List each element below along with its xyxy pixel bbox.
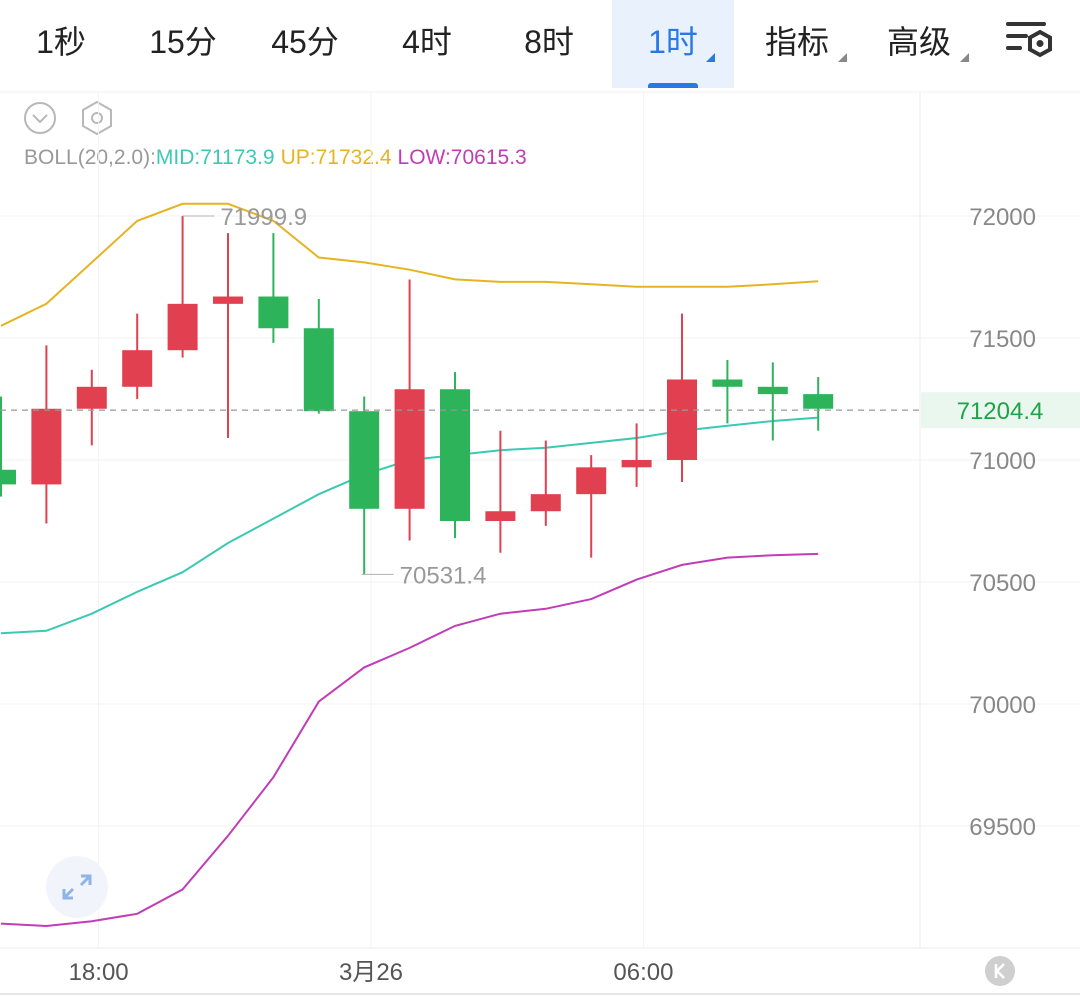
boll-legend-name: BOLL(20,2.0): [24, 146, 156, 169]
tab-1s[interactable]: 1秒 [0, 0, 122, 88]
candle-body [0, 469, 16, 485]
candle-body [258, 296, 289, 329]
chevron-down-circle-icon[interactable] [22, 100, 58, 136]
dropdown-triangle-icon [960, 53, 969, 62]
candle-body [667, 379, 697, 460]
active-tab-indicator [648, 83, 698, 88]
candle-body [213, 296, 243, 304]
candle-body [122, 350, 153, 387]
expand-arrows-icon[interactable] [44, 854, 110, 920]
x-axis-tick-label: 18:00 [69, 959, 129, 986]
y-axis-tick-label: 69500 [969, 814, 1036, 841]
candle-body [167, 303, 198, 351]
candle-body [803, 394, 834, 409]
boll-lower-line [0, 552, 819, 928]
dropdown-triangle-icon [706, 53, 715, 62]
tab-label: 4时 [402, 24, 452, 60]
k-logo-icon [985, 956, 1015, 986]
tab-advanced[interactable]: 高级 [858, 0, 980, 88]
candle-body [303, 328, 334, 412]
boll-legend-low: LOW:70615.3 [397, 146, 527, 169]
hexagon-gear-icon[interactable] [78, 99, 116, 137]
current-price-label: 71204.4 [957, 398, 1044, 425]
y-axis-tick-label: 70000 [969, 692, 1036, 719]
y-axis-tick-label: 71000 [969, 448, 1036, 475]
tab-label: 高级 [886, 24, 951, 60]
boll-legend-mid: MID:71173.9 [155, 146, 275, 169]
candle-body [757, 386, 788, 395]
x-axis-tick-label: 06:00 [613, 959, 673, 986]
candle-body [530, 494, 561, 512]
candle-body [394, 389, 425, 509]
tab-label: 1时 [648, 24, 698, 60]
tab-label: 指标 [764, 24, 829, 60]
candle-body [576, 467, 607, 495]
timeframe-tabbar: 1秒 15分 45分 4时 8时 1时 指标 高级 [0, 0, 1080, 88]
tab-label: 45分 [271, 24, 339, 60]
candle-body [485, 511, 516, 521]
candle-body [712, 379, 743, 387]
extreme-marker-label: 71999.9 [220, 204, 307, 231]
tab-label: 15分 [149, 24, 217, 60]
candle-body [440, 389, 470, 521]
tab-1h[interactable]: 1时 [612, 0, 734, 88]
candle-body [621, 460, 652, 468]
candle-body [31, 408, 62, 485]
tab-4h[interactable]: 4时 [366, 0, 488, 88]
y-axis-tick-label: 71500 [969, 326, 1036, 353]
y-axis-tick-label: 70500 [969, 570, 1036, 597]
tab-label: 8时 [524, 24, 574, 60]
candle-body [349, 411, 380, 509]
candle-body [76, 386, 107, 409]
tab-indicators[interactable]: 指标 [736, 0, 858, 88]
dropdown-triangle-icon [838, 53, 847, 62]
chart-settings-icon[interactable] [1004, 18, 1054, 62]
tab-8h[interactable]: 8时 [488, 0, 610, 88]
current-price-tag [921, 392, 1080, 429]
y-axis-tick-label: 72000 [969, 204, 1036, 231]
boll-upper-line [0, 202, 819, 327]
extreme-marker-label: 70531.4 [400, 562, 487, 589]
tab-label: 1秒 [36, 24, 86, 60]
x-axis-tick-label: 3月26 [339, 959, 403, 986]
boll-legend-up: UP:71732.4 [280, 146, 392, 169]
tab-45m[interactable]: 45分 [244, 0, 366, 88]
tab-15m[interactable]: 15分 [122, 0, 244, 88]
boll-legend: BOLL(20,2.0):MID:71173.9 UP:71732.4 LOW:70… [24, 146, 533, 170]
